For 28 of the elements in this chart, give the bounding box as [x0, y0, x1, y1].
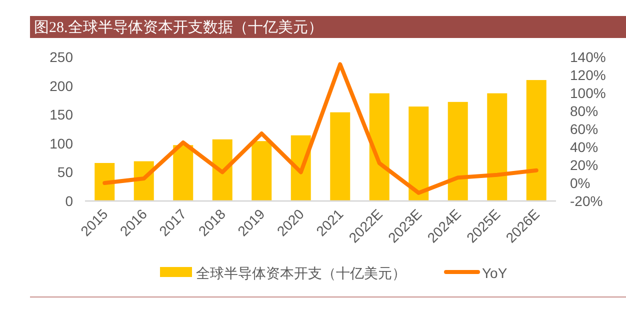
y-tick-label: 50	[57, 164, 74, 180]
bar	[252, 141, 272, 201]
legend-label: YoY	[482, 265, 508, 281]
y2-tick-label: 100%	[570, 85, 606, 101]
y2-tick-label: 40%	[570, 139, 598, 155]
y-tick-label: 250	[50, 49, 74, 65]
bar	[487, 93, 508, 201]
y2-tick-label: 80%	[570, 103, 598, 119]
y2-tick-label: 140%	[570, 49, 606, 65]
chart-title: 图28.全球半导体资本开支数据（十亿美元）	[34, 19, 323, 36]
y2-tick-label: 20%	[570, 157, 598, 173]
bar	[173, 145, 194, 201]
bar	[369, 93, 390, 201]
bar	[408, 106, 429, 201]
bar	[448, 102, 468, 201]
bar	[94, 162, 115, 201]
y2-tick-label: 0%	[570, 175, 590, 191]
bar	[212, 139, 232, 201]
y2-tick-label: 60%	[570, 121, 598, 137]
legend-label: 全球半导体资本开支（十亿美元）	[196, 265, 406, 281]
y-tick-label: 0	[65, 193, 74, 209]
y2-tick-label: -20%	[570, 193, 603, 209]
bar	[526, 80, 546, 201]
y-tick-label: 200	[50, 78, 74, 94]
y-tick-label: 150	[50, 106, 74, 123]
y2-tick-label: 120%	[570, 67, 606, 83]
y-tick-label: 100	[50, 135, 74, 152]
bar	[330, 112, 350, 201]
